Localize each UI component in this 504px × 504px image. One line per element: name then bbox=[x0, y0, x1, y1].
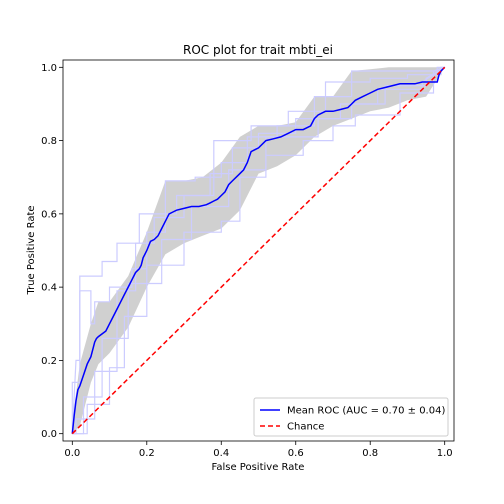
y-tick-label: 0.6 bbox=[41, 209, 57, 220]
x-tick-label: 0.2 bbox=[139, 448, 155, 459]
plot-area bbox=[71, 66, 446, 435]
x-axis-label: False Positive Rate bbox=[212, 462, 305, 473]
mean-roc-line bbox=[71, 66, 446, 434]
y-tick-label: 0.2 bbox=[41, 356, 57, 367]
x-tick-label: 0.8 bbox=[362, 448, 378, 459]
legend-label: Mean ROC (AUC = 0.70 ± 0.04) bbox=[287, 406, 445, 417]
x-tick-label: 0.4 bbox=[213, 448, 229, 459]
legend: Mean ROC (AUC = 0.70 ± 0.04) Chance bbox=[253, 397, 449, 437]
chance-line bbox=[71, 66, 446, 435]
fold-roc-line-2 bbox=[71, 66, 445, 434]
x-tick-label: 0.6 bbox=[288, 448, 304, 459]
plot-frame bbox=[62, 59, 455, 442]
y-tick-label: 0.4 bbox=[41, 283, 57, 294]
fold-roc-line-5 bbox=[72, 66, 446, 435]
x-tick-label: 1.0 bbox=[437, 448, 453, 459]
x-tick-label: 0.0 bbox=[64, 448, 80, 459]
chart-title: ROC plot for trait mbti_ei bbox=[183, 43, 333, 57]
legend-box bbox=[253, 397, 449, 437]
axes: 0.0 0.2 0.4 0.6 0.8 1.0 0.0 0.2 0.4 0.6 0.8 1.0 bbox=[41, 63, 453, 459]
y-axis-label: True Positive Rate bbox=[26, 205, 37, 295]
y-tick-label: 0.8 bbox=[41, 136, 57, 147]
fold-roc-line-1 bbox=[71, 66, 445, 434]
y-tick-label: 1.0 bbox=[41, 63, 57, 74]
y-tick-label: 0.0 bbox=[41, 429, 57, 440]
legend-label: Chance bbox=[287, 422, 324, 433]
